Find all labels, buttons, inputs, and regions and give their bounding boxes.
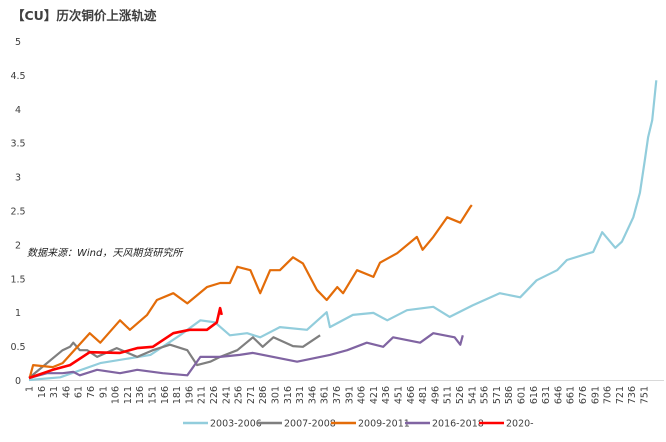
series-line-2003-2006	[28, 80, 658, 382]
legend-label: 2016-2018	[432, 419, 484, 430]
x-tick-label: 391	[344, 386, 355, 404]
x-tick-label: 271	[246, 386, 257, 404]
x-tick-label: 211	[197, 386, 208, 404]
x-tick-label: 706	[603, 386, 614, 404]
x-tick-label: 526	[455, 386, 466, 404]
x-tick-label: 571	[492, 386, 503, 404]
x-tick-label: 436	[381, 386, 392, 404]
x-tick-label: 76	[86, 386, 97, 398]
y-tick-label: 0.5	[10, 342, 25, 353]
x-tick-label: 421	[369, 386, 380, 404]
y-tick-label: 2.5	[10, 207, 25, 218]
x-tick-label: 151	[148, 386, 159, 404]
x-tick-label: 736	[627, 386, 638, 404]
x-tick-label: 256	[234, 386, 245, 404]
x-tick-label: 751	[640, 386, 651, 404]
legend-label: 2009-2011	[358, 419, 410, 430]
y-tick-label: 3	[15, 173, 21, 184]
x-tick-label: 601	[517, 386, 528, 404]
y-tick-label: 4	[15, 105, 21, 116]
x-tick-label: 16	[37, 386, 48, 398]
x-tick-label: 106	[111, 386, 122, 404]
x-tick-label: 181	[172, 386, 183, 404]
x-tick-label: 346	[307, 386, 318, 404]
series-line-2016-2018	[28, 332, 464, 380]
y-tick-label: 0	[15, 376, 21, 387]
series-line-2009-2011	[28, 204, 473, 378]
x-tick-label: 556	[480, 386, 491, 404]
x-tick-label: 721	[615, 386, 626, 404]
y-tick-label: 1	[15, 308, 21, 319]
x-tick-label: 31	[49, 386, 60, 398]
series-line-2020-	[28, 306, 223, 380]
y-tick-label: 3.5	[10, 139, 25, 150]
x-tick-label: 286	[258, 386, 269, 404]
x-tick-label: 631	[541, 386, 552, 404]
x-tick-label: 646	[553, 386, 564, 404]
x-tick-label: 406	[357, 386, 368, 404]
y-tick-label: 2	[15, 240, 21, 251]
x-tick-label: 361	[320, 386, 331, 404]
x-tick-label: 166	[160, 386, 171, 404]
x-tick-label: 496	[430, 386, 441, 404]
x-tick-label: 241	[221, 386, 232, 404]
x-tick-label: 616	[529, 386, 540, 404]
source-annotation: 数据来源：Wind，天风期货研究所	[27, 247, 184, 259]
x-tick-label: 451	[394, 386, 405, 404]
x-tick-label: 196	[184, 386, 195, 404]
y-tick-label: 1.5	[10, 274, 25, 285]
x-tick-label: 511	[443, 386, 454, 404]
x-tick-label: 226	[209, 386, 220, 404]
x-tick-label: 316	[283, 386, 294, 404]
x-tick-label: 541	[467, 386, 478, 404]
x-tick-label: 301	[271, 386, 282, 404]
x-tick-label: 481	[418, 386, 429, 404]
legend-label: 2003-2006	[210, 419, 262, 430]
x-tick-label: 691	[590, 386, 601, 404]
x-tick-label: 61	[74, 386, 85, 398]
x-tick-label: 136	[135, 386, 146, 404]
x-tick-label: 46	[61, 386, 72, 398]
x-tick-label: 121	[123, 386, 134, 404]
x-tick-label: 91	[98, 386, 109, 398]
chart-title: 【CU】历次铜价上涨轨迹	[12, 8, 157, 23]
y-tick-label: 5	[15, 37, 21, 48]
x-tick-label: 331	[295, 386, 306, 404]
x-tick-label: 676	[578, 386, 589, 404]
x-tick-label: 661	[566, 386, 577, 404]
y-tick-label: 4.5	[10, 71, 25, 82]
legend-label: 2007-2008	[284, 419, 336, 430]
x-tick-label: 1	[25, 386, 36, 392]
x-tick-label: 376	[332, 386, 343, 404]
x-tick-label: 466	[406, 386, 417, 404]
x-tick-label: 586	[504, 386, 515, 404]
legend-label: 2020-	[506, 419, 534, 430]
